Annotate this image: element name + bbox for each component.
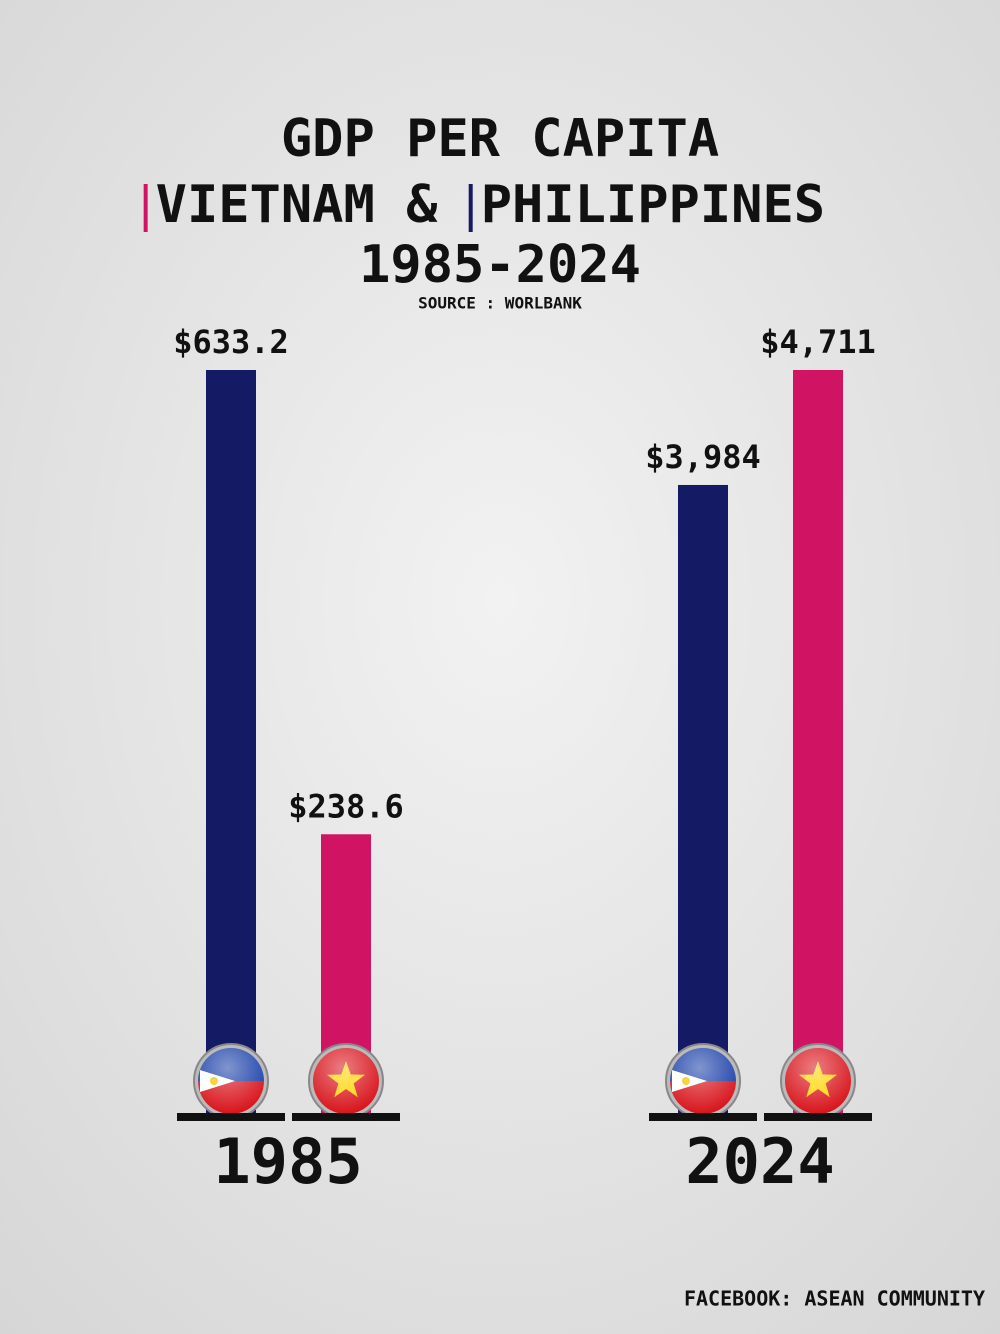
chart-title: GDP PER CAPITA xyxy=(281,109,719,169)
flag-gloss xyxy=(670,1048,736,1114)
value-label: $633.2 xyxy=(173,323,289,361)
baseline xyxy=(292,1113,400,1121)
flag-gloss xyxy=(785,1048,851,1114)
x-tick-label: 1985 xyxy=(213,1125,362,1198)
x-tick-label: 2024 xyxy=(685,1125,834,1198)
value-label: $4,711 xyxy=(760,323,876,361)
legend-marker xyxy=(143,184,148,232)
flag-gloss xyxy=(198,1048,264,1114)
legend-label: VIETNAM xyxy=(156,175,375,235)
source: SOURCE : WORLBANK xyxy=(418,294,582,313)
chart-subtitle: 1985-2024 xyxy=(359,235,641,295)
baseline xyxy=(649,1113,757,1121)
value-label: $238.6 xyxy=(288,787,404,825)
flag-gloss xyxy=(313,1048,379,1114)
legend-label: PHILIPPINES xyxy=(481,175,825,235)
baseline xyxy=(764,1113,872,1121)
footer: FACEBOOK: ASEAN COMMUNITY xyxy=(684,1287,985,1311)
legend-joiner: & xyxy=(406,175,438,235)
bar xyxy=(678,484,728,1116)
baseline xyxy=(177,1113,285,1121)
bar xyxy=(793,370,843,1115)
legend-marker xyxy=(468,184,473,232)
bar xyxy=(206,370,256,1115)
value-label: $3,984 xyxy=(645,438,761,476)
